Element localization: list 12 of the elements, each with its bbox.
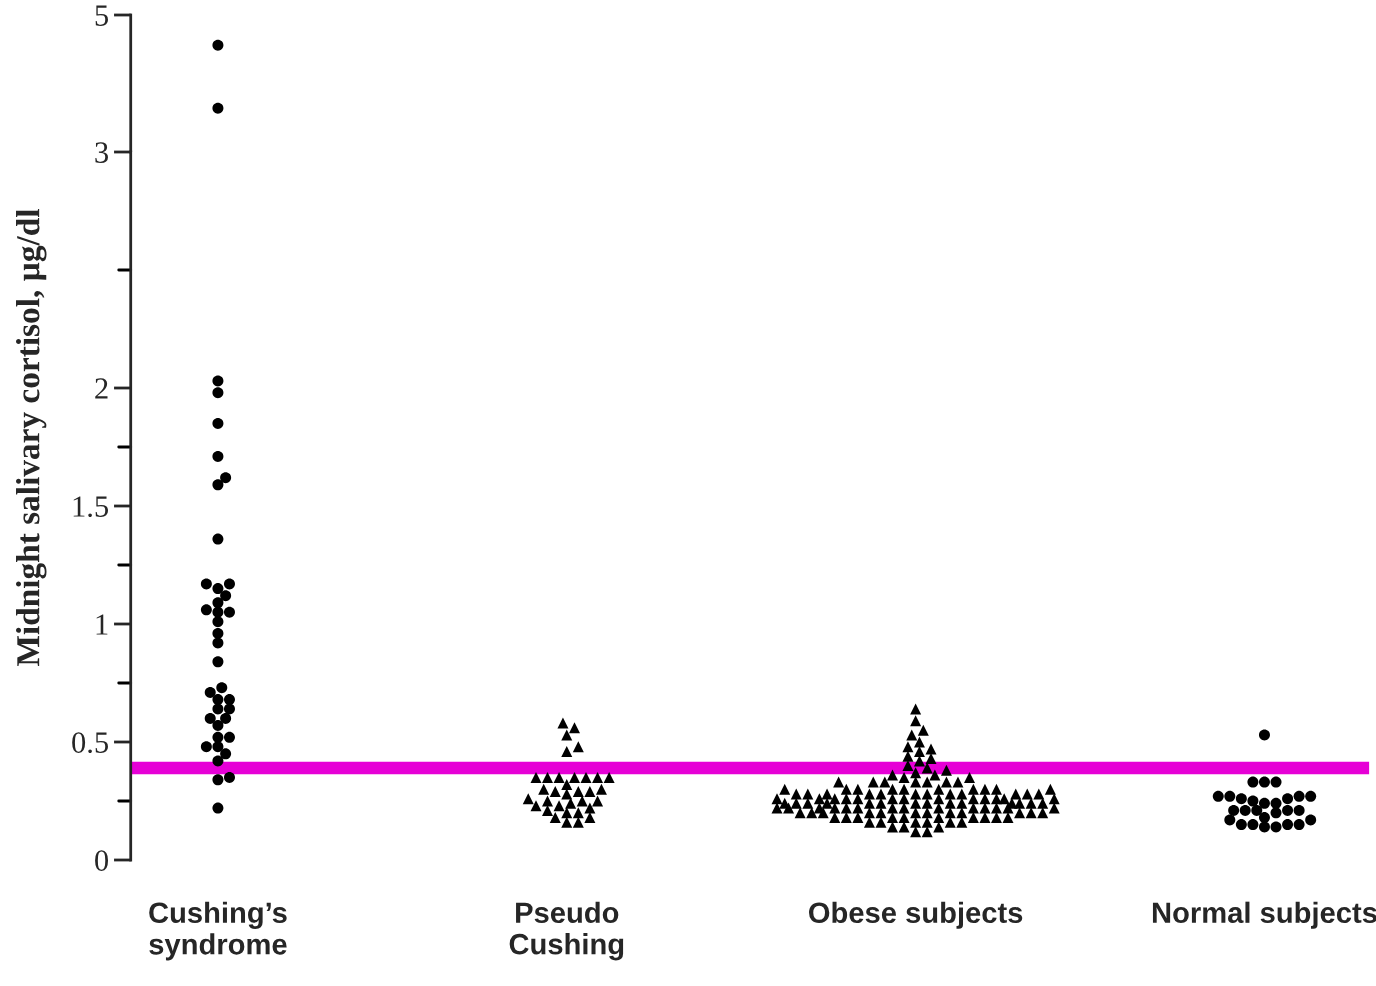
y-tick-label: 1.5 (73, 496, 108, 518)
y-tick-label: 2 (95, 378, 108, 399)
x-tick-label: Obese subjects (809, 901, 1023, 929)
x-tick-label: Cushing’s syndrome (149, 901, 287, 961)
y-tick-label: 0 (95, 850, 109, 871)
y-tick-label: 3 (95, 142, 108, 163)
y-tick-label: 1 (96, 614, 108, 635)
y-axis-title: Midnight salivary cortisol, µg/dl (16, 209, 47, 666)
x-tick-label: Normal subjects (1152, 901, 1376, 929)
y-tick-label: 5 (95, 5, 108, 26)
y-tick-label: 0.5 (72, 732, 108, 754)
x-tick-label: Pseudo Cushing (509, 901, 624, 961)
